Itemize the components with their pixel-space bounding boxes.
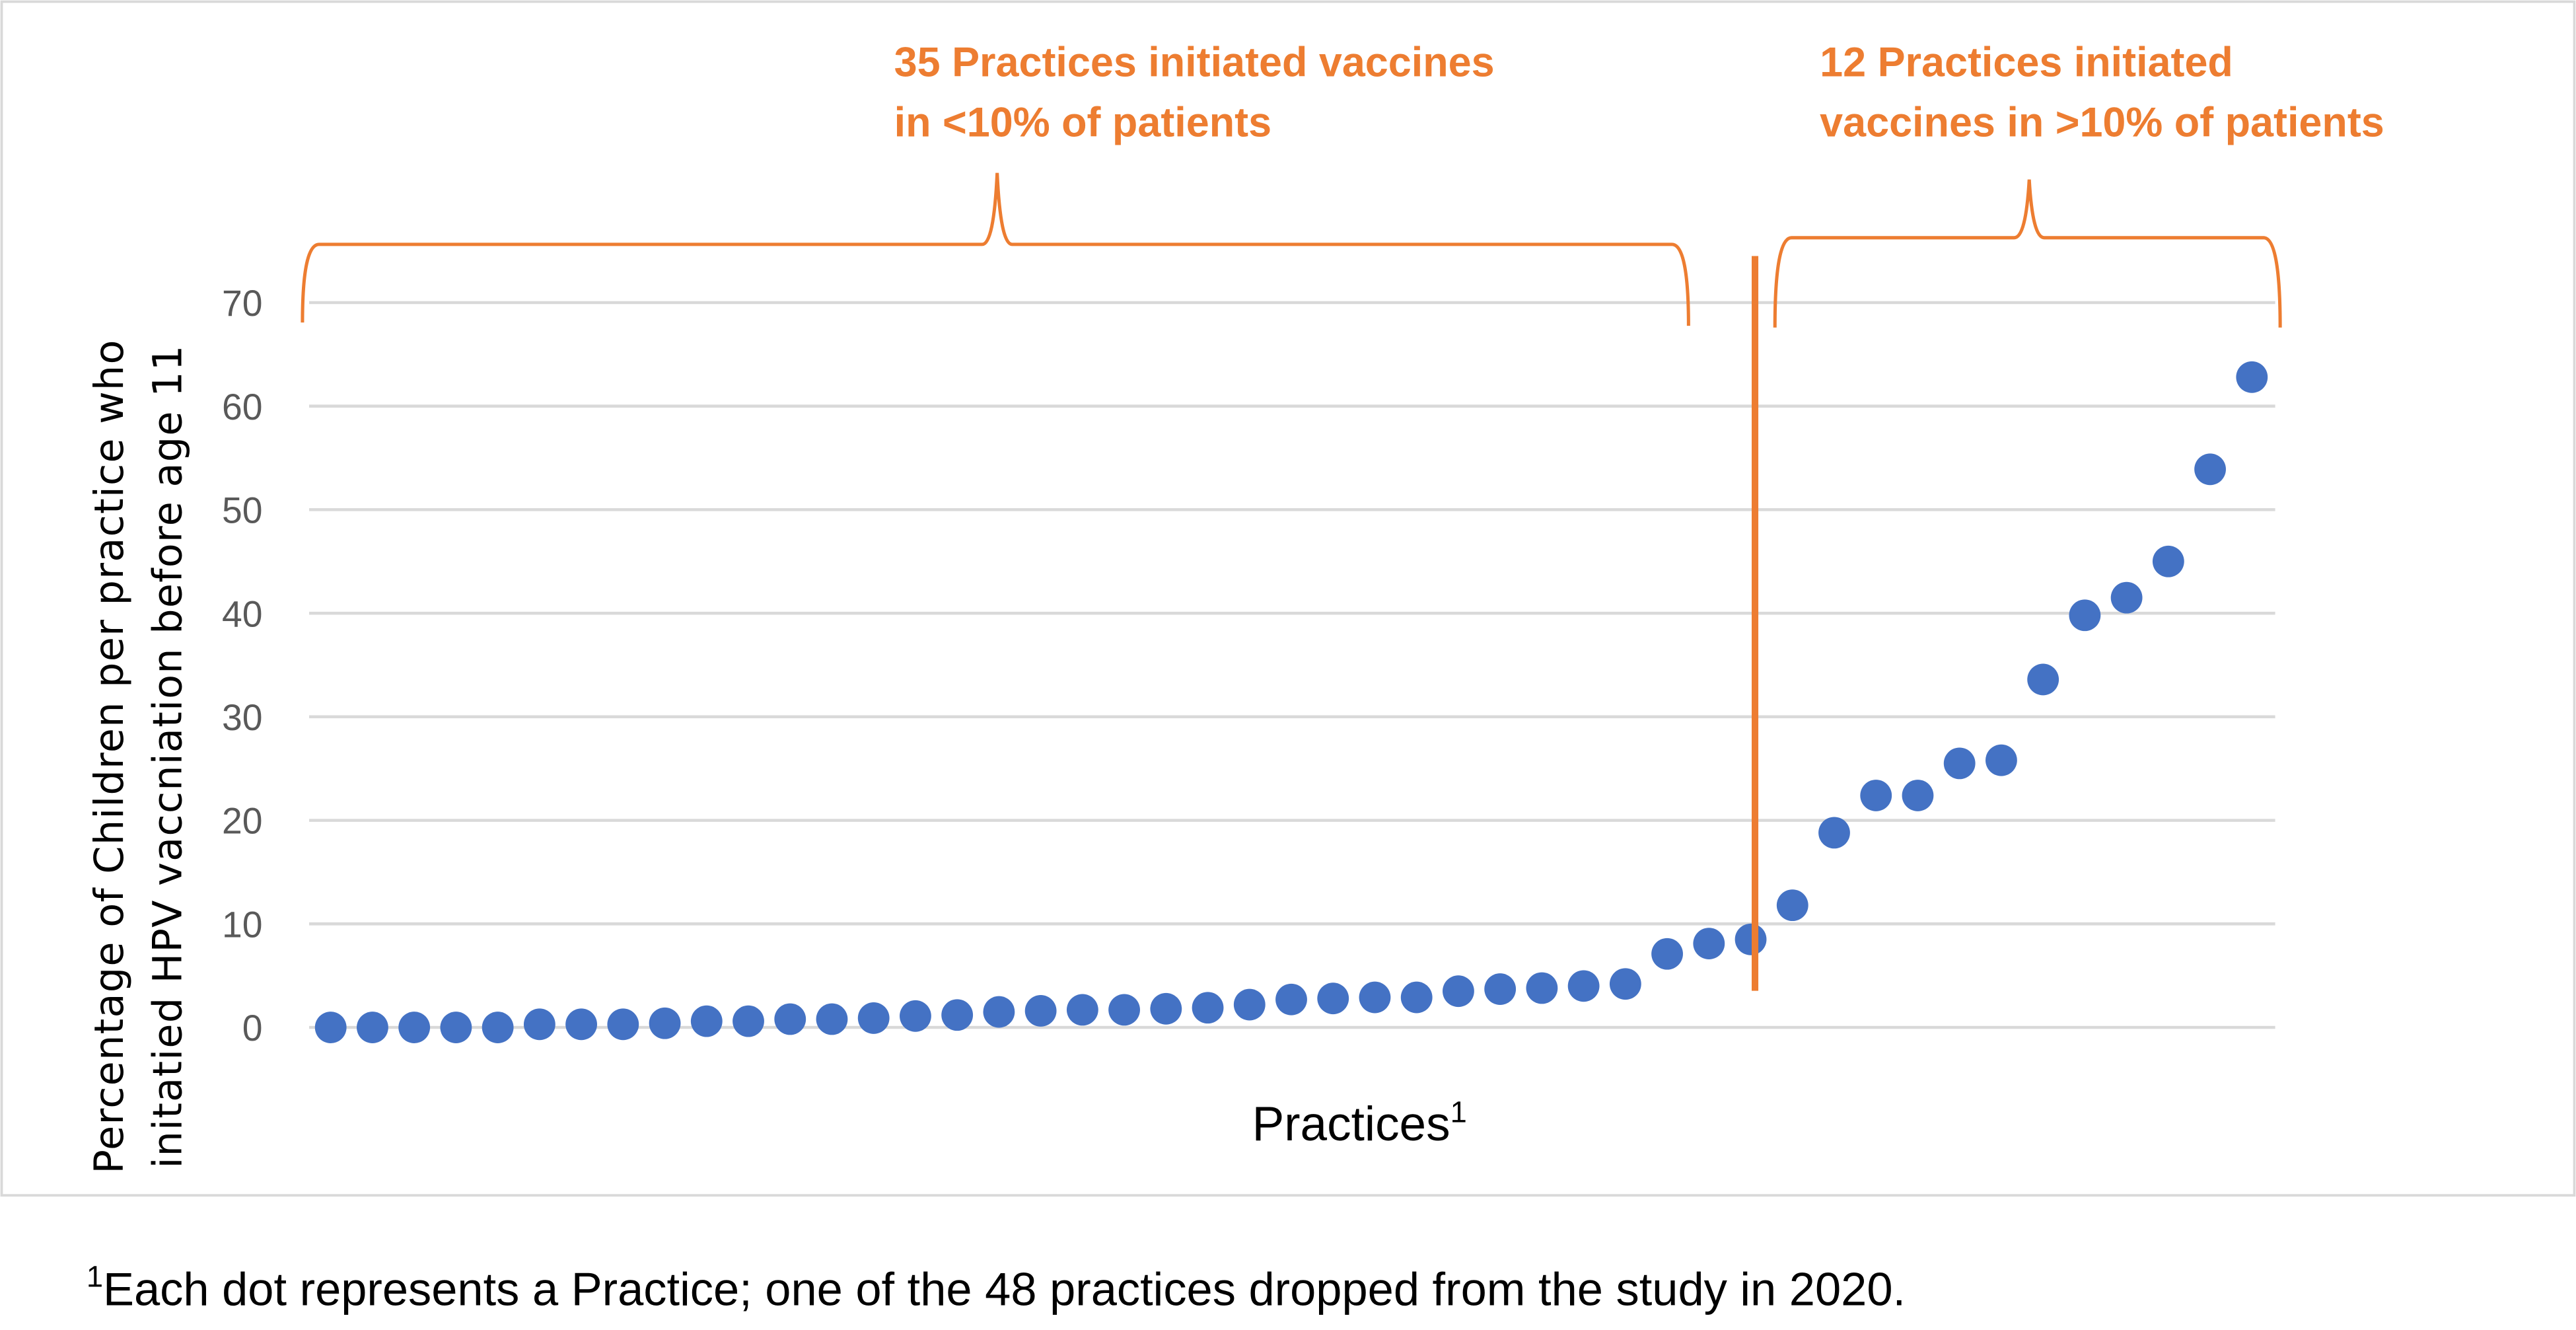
annotation-high-line1: 12 Practices initiated	[1820, 40, 2233, 86]
data-point	[941, 999, 974, 1031]
data-point	[774, 1003, 806, 1035]
y-tick-label: 0	[242, 1008, 263, 1049]
footnote-text: Each dot represents a Practice; one of t…	[103, 1263, 1906, 1315]
left-bracket	[301, 172, 1690, 326]
data-point	[816, 1003, 848, 1035]
x-axis-label-superscript: 1	[1450, 1095, 1467, 1128]
data-point	[1484, 973, 1517, 1005]
right-bracket	[1773, 179, 2282, 328]
data-point	[1400, 981, 1433, 1014]
data-point	[607, 1008, 639, 1041]
data-point	[1693, 928, 1725, 959]
y-axis-label-line2: initatied HPV vaccniation before age 11	[145, 344, 191, 1168]
data-point	[2194, 453, 2226, 486]
data-point	[1233, 988, 1266, 1021]
data-point	[1651, 938, 1683, 970]
data-point	[314, 1012, 347, 1043]
data-point	[2027, 663, 2059, 696]
data-point	[1526, 972, 1558, 1004]
data-point	[690, 1005, 723, 1037]
data-point	[565, 1008, 597, 1041]
data-point	[1359, 981, 1391, 1014]
data-point	[1317, 982, 1349, 1015]
data-point	[1567, 970, 1600, 1002]
data-point	[1609, 968, 1641, 1000]
y-axis-ticks: 0 10 20 30 40 50 60 70	[222, 283, 263, 1049]
data-point	[857, 1002, 890, 1034]
y-tick-label: 30	[222, 697, 263, 738]
y-tick-label: 60	[222, 387, 263, 427]
y-tick-label: 50	[222, 490, 263, 531]
data-point	[733, 1005, 764, 1037]
data-point	[357, 1012, 388, 1043]
y-axis-label: Percentage of Children per practice who …	[87, 339, 191, 1173]
chart-frame	[0, 0, 2576, 1197]
data-point	[2152, 545, 2184, 577]
data-point	[2236, 361, 2268, 393]
data-point	[1943, 747, 1976, 780]
x-axis-label: Practices1	[1252, 1095, 1467, 1151]
data-point	[1735, 923, 1767, 955]
data-points	[314, 361, 2268, 1043]
annotation-high-line2: vaccines in >10% of patients	[1820, 99, 2384, 145]
data-point	[1443, 975, 1474, 1008]
data-point	[649, 1007, 681, 1039]
data-point	[398, 1012, 431, 1043]
data-point	[1776, 889, 1808, 922]
data-point	[1818, 817, 1850, 849]
data-point	[983, 996, 1015, 1028]
footnote-mark: 1	[87, 1260, 103, 1294]
y-tick-label: 70	[222, 283, 263, 324]
data-point	[2110, 581, 2143, 614]
data-point	[1024, 995, 1057, 1027]
y-tick-label: 20	[222, 801, 263, 842]
data-point	[523, 1008, 555, 1041]
data-point	[1275, 983, 1307, 1016]
footnote: 1Each dot represents a Practice; one of …	[87, 1260, 1906, 1315]
data-point	[482, 1012, 514, 1043]
data-point	[1150, 992, 1182, 1025]
data-point	[440, 1012, 472, 1043]
y-tick-label: 40	[222, 593, 263, 634]
annotation-low-line2: in <10% of patients	[894, 99, 1271, 145]
data-point	[900, 1000, 931, 1032]
data-point	[1066, 994, 1098, 1026]
data-point	[1860, 780, 1892, 811]
data-point	[1902, 780, 1934, 811]
gridlines	[309, 301, 2275, 1029]
x-axis-label-text: Practices	[1252, 1097, 1450, 1151]
data-point	[1108, 994, 1140, 1026]
data-point	[2069, 599, 2101, 632]
data-point	[1986, 744, 2017, 776]
annotation-low-line1: 35 Practices initiated vaccines	[894, 40, 1495, 86]
y-tick-label: 10	[222, 904, 263, 945]
data-point	[1192, 992, 1224, 1024]
y-axis-label-line1: Percentage of Children per practice who	[87, 339, 133, 1173]
